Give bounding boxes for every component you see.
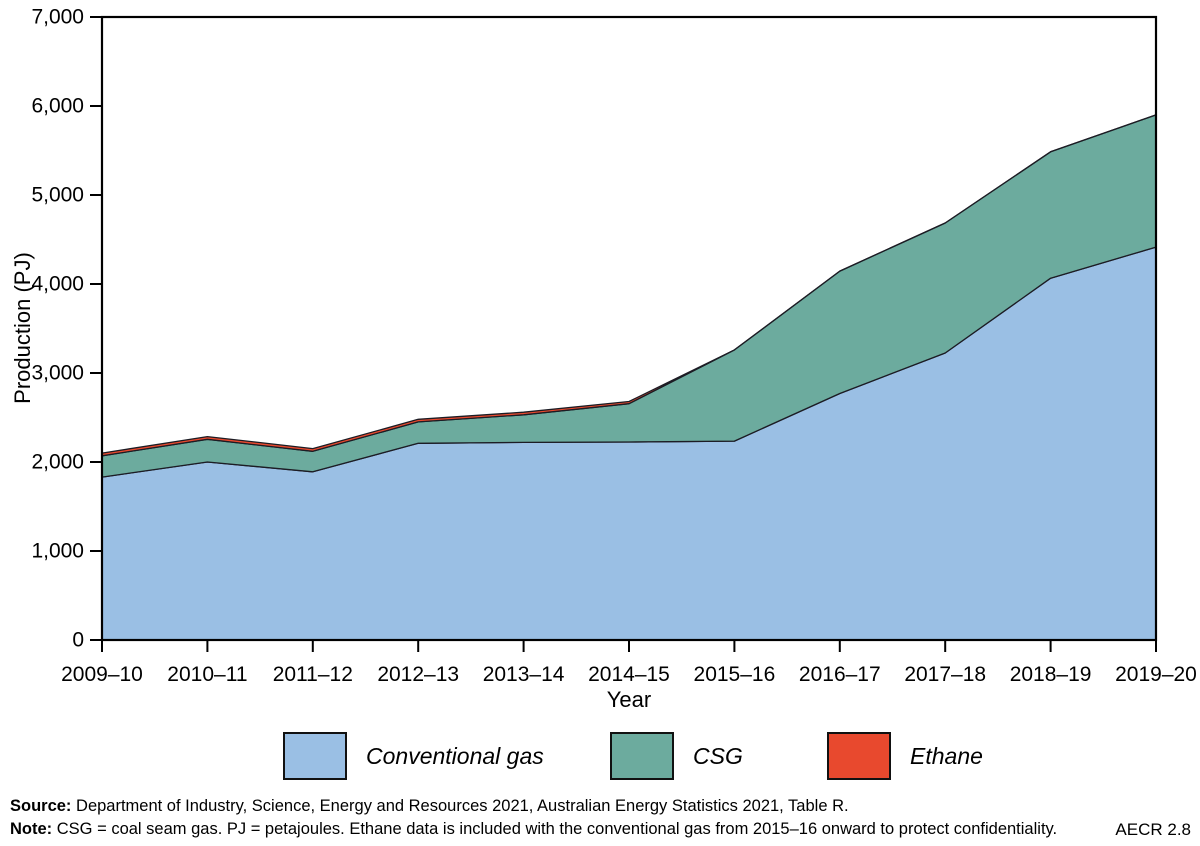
y-tick-label: 6,000 — [31, 95, 84, 118]
x-tick-label: 2019–20 — [1115, 663, 1197, 686]
x-tick-label: 2018–19 — [1010, 663, 1092, 686]
legend-label-csg: CSG — [693, 743, 743, 769]
y-tick-label: 3,000 — [31, 362, 84, 385]
legend-item-conventional-gas: Conventional gas — [283, 732, 544, 780]
y-tick-label: 1,000 — [31, 540, 84, 563]
x-tick-label: 2017–18 — [904, 663, 986, 686]
csg-swatch — [610, 732, 674, 780]
x-tick-label: 2012–13 — [377, 663, 459, 686]
y-tick-label: 5,000 — [31, 184, 84, 207]
legend-label-ethane: Ethane — [910, 743, 983, 769]
axes: 0 1,000 2,000 3,000 4,000 5,000 6,000 7,000 2009… — [31, 6, 1196, 687]
area-ethane — [101, 114, 1157, 457]
stacked-areas — [101, 114, 1157, 641]
note-text: CSG = coal seam gas. PJ = petajoules. Et… — [52, 820, 1058, 838]
source-text: Department of Industry, Science, Energy … — [71, 797, 849, 815]
footnote: Note: CSG = coal seam gas. PJ = petajoul… — [10, 820, 1057, 839]
source-label: Source: — [10, 797, 72, 815]
y-tick-label: 2,000 — [31, 451, 84, 474]
x-tick-label: 2016–17 — [799, 663, 881, 686]
x-tick-label: 2011–12 — [273, 663, 353, 686]
legend-item-csg: CSG — [610, 732, 743, 780]
conventional-gas-swatch — [283, 732, 347, 780]
x-tick-label: 2013–14 — [483, 663, 565, 686]
x-axis-title: Year — [607, 687, 651, 712]
x-tick-label: 2009–10 — [61, 663, 143, 686]
legend-label-conventional-gas: Conventional gas — [366, 743, 544, 769]
x-tick-label: 2014–15 — [588, 663, 670, 686]
figure-reference: AECR 2.8 — [1115, 820, 1191, 839]
y-tick-label: 0 — [72, 629, 84, 652]
legend-item-ethane: Ethane — [827, 732, 983, 780]
source-note: Source: Department of Industry, Science,… — [10, 797, 849, 816]
x-tick-label: 2010–11 — [167, 663, 247, 686]
ethane-swatch — [827, 732, 891, 780]
y-tick-label: 7,000 — [31, 6, 84, 29]
note-label: Note: — [10, 820, 53, 838]
y-tick-label: 4,000 — [31, 273, 84, 296]
y-axis-title: Production (PJ) — [10, 252, 35, 404]
x-tick-label: 2015–16 — [694, 663, 776, 686]
